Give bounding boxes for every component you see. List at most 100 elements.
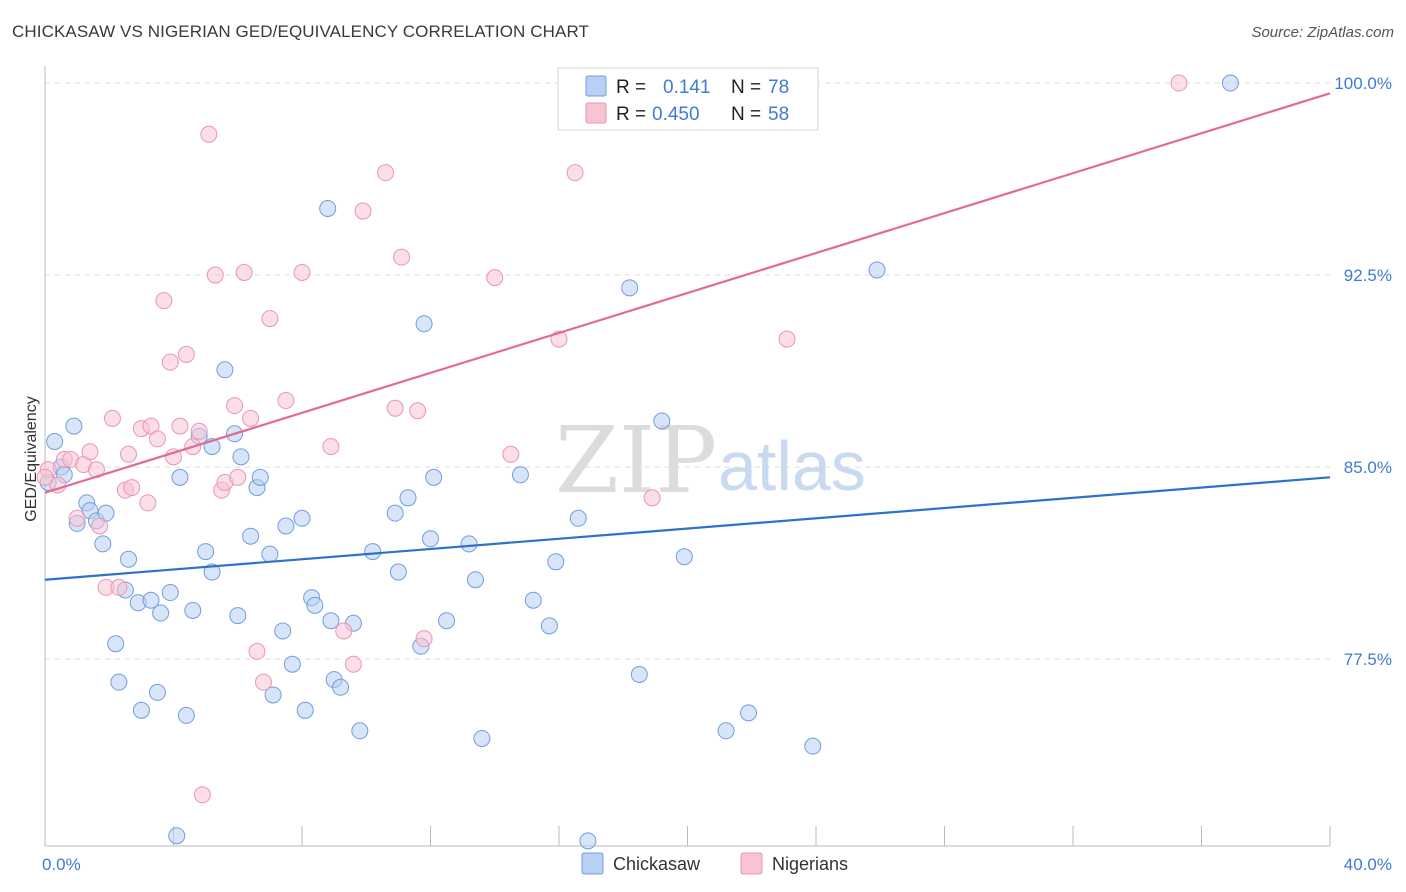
legend-swatch-chickasaw [585, 75, 607, 97]
chickasaw-point [229, 607, 247, 625]
y-tick-label: 100.0% [1334, 74, 1392, 93]
nigerians-point [68, 509, 86, 527]
chickasaw-point [351, 722, 369, 740]
chickasaw-point [717, 722, 735, 740]
chickasaw-point [868, 261, 886, 279]
chickasaw-point [466, 571, 484, 589]
legend-n-value-1: 78 [768, 77, 789, 98]
chickasaw-point [120, 550, 138, 568]
nigerians-point [344, 655, 362, 673]
nigerians-point [248, 642, 266, 660]
chickasaw-point [216, 361, 234, 379]
nigerians-point [778, 330, 796, 348]
nigerians-point [155, 292, 173, 310]
y-tick-label: 85.0% [1344, 458, 1392, 477]
chickasaw-point [296, 701, 314, 719]
bottom-legend-swatch-chickasaw [581, 852, 604, 875]
y-tick-label: 92.5% [1344, 266, 1392, 285]
chickasaw-point [107, 635, 125, 653]
nigerians-point [566, 164, 584, 182]
nigerians-point [206, 266, 224, 284]
nigerians-point [254, 673, 272, 691]
chickasaw-point [283, 655, 301, 673]
legend-n-label-1: N = [731, 77, 761, 98]
y-tick-label: 77.5% [1344, 650, 1392, 669]
chickasaw-point [184, 601, 202, 619]
nigerians-point [36, 468, 54, 486]
nigerians-point [139, 494, 157, 512]
y-axis-label: GED/Equivalency [23, 396, 40, 521]
x-tick-label: 0.0% [42, 855, 81, 874]
chickasaw-point [399, 489, 417, 507]
chickasaw-point [675, 548, 693, 566]
nigerians-point [277, 392, 295, 410]
watermark: ZIP atlas [555, 407, 866, 514]
chickasaw-point [110, 673, 128, 691]
nigerians-point [393, 248, 411, 266]
legend-r-value-1: 0.141 [663, 77, 711, 98]
nigerians-point [81, 443, 99, 461]
chickasaw-point [579, 832, 597, 850]
x-tick-labels: 0.0% 40.0% [42, 855, 1392, 874]
chickasaw-point [473, 729, 491, 747]
nigerians-point [242, 409, 260, 427]
chickasaw-point [293, 509, 311, 527]
bottom-legend-label-nigerians: Nigerians [772, 854, 848, 874]
nigerians-point [229, 468, 247, 486]
x-tick-label: 40.0% [1344, 855, 1392, 874]
gridlines [45, 82, 1330, 660]
legend-r-label-2: R = [616, 104, 646, 125]
nigerians-point [335, 622, 353, 640]
nigerians-point [235, 264, 253, 282]
legend-r-value-2: 0.450 [652, 104, 700, 125]
chickasaw-point [322, 612, 340, 630]
bottom-legend: Chickasaw Nigerians [581, 852, 848, 875]
nigerians-point [409, 402, 427, 420]
nigerians-point [148, 430, 166, 448]
chickasaw-point [415, 315, 433, 333]
chickasaw-point [46, 432, 64, 450]
chickasaw-trend-line [44, 476, 1331, 581]
bottom-legend-label-chickasaw: Chickasaw [613, 854, 701, 874]
legend-r-label-1: R = [616, 77, 646, 98]
chickasaw-point [264, 686, 282, 704]
chickasaw-point [740, 704, 758, 722]
chickasaw-point [547, 553, 565, 571]
chickasaw-point [261, 545, 279, 563]
nigerians-point [177, 345, 195, 363]
chickasaw-point [630, 665, 648, 683]
nigerians-point [110, 578, 128, 596]
chart-title: CHICKASAW VS NIGERIAN GED/EQUIVALENCY CO… [12, 22, 589, 41]
chickasaw-point [364, 543, 382, 561]
nigerians-point [103, 409, 121, 427]
nigerians-point [261, 310, 279, 328]
nigerians-trend-line [44, 92, 1331, 494]
nigerians-point [322, 438, 340, 456]
chickasaw-point [65, 417, 83, 435]
chickasaw-point [148, 683, 166, 701]
legend-swatch-nigerians [585, 102, 607, 124]
chickasaw-point [319, 199, 337, 217]
chickasaw-point [242, 527, 260, 545]
chickasaw-point [306, 596, 324, 614]
chickasaw-point [460, 535, 478, 553]
chickasaw-point [1221, 74, 1239, 92]
chickasaw-point [142, 591, 160, 609]
chickasaw-point [389, 563, 407, 581]
nigerians-point [200, 125, 218, 143]
chickasaw-point [511, 466, 529, 484]
source-label: Source: ZipAtlas.com [1251, 24, 1394, 41]
chickasaw-point [653, 412, 671, 430]
nigerians-point [161, 353, 179, 371]
chickasaw-point [332, 678, 350, 696]
chickasaw-point [274, 622, 292, 640]
chickasaw-point [132, 701, 150, 719]
nigerians-point [354, 202, 372, 220]
legend-n-label-2: N = [731, 104, 761, 125]
chickasaw-point [277, 517, 295, 535]
watermark-atlas: atlas [718, 427, 866, 505]
chickasaw-point [171, 468, 189, 486]
nigerians-point [190, 422, 208, 440]
nigerians-point [120, 445, 138, 463]
